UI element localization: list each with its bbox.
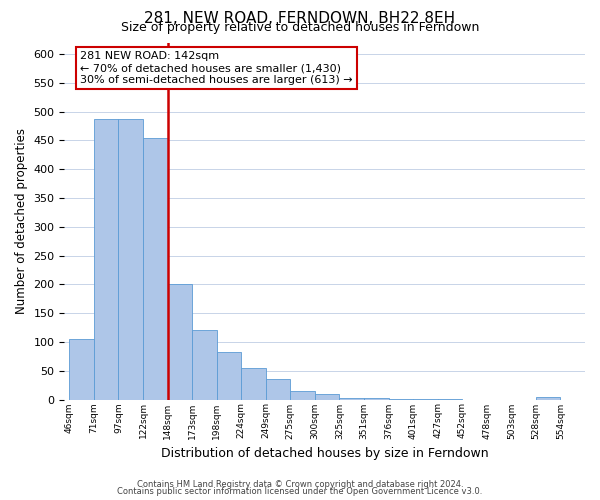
Bar bbox=[315, 394, 340, 400]
Bar bbox=[536, 396, 560, 400]
Bar bbox=[413, 399, 437, 400]
Text: Size of property relative to detached houses in Ferndown: Size of property relative to detached ho… bbox=[121, 22, 479, 35]
Y-axis label: Number of detached properties: Number of detached properties bbox=[15, 128, 28, 314]
Bar bbox=[389, 399, 413, 400]
Text: 281 NEW ROAD: 142sqm
← 70% of detached houses are smaller (1,430)
30% of semi-de: 281 NEW ROAD: 142sqm ← 70% of detached h… bbox=[80, 52, 353, 84]
Bar bbox=[241, 368, 266, 400]
Bar bbox=[290, 391, 315, 400]
Bar bbox=[70, 339, 94, 400]
Bar bbox=[118, 119, 143, 400]
Bar bbox=[217, 352, 241, 400]
Bar bbox=[340, 398, 364, 400]
Text: 281, NEW ROAD, FERNDOWN, BH22 8EH: 281, NEW ROAD, FERNDOWN, BH22 8EH bbox=[145, 11, 455, 26]
Text: Contains HM Land Registry data © Crown copyright and database right 2024.: Contains HM Land Registry data © Crown c… bbox=[137, 480, 463, 489]
Bar bbox=[94, 119, 118, 400]
Text: Contains public sector information licensed under the Open Government Licence v3: Contains public sector information licen… bbox=[118, 487, 482, 496]
Bar bbox=[143, 138, 167, 400]
Bar bbox=[266, 380, 290, 400]
X-axis label: Distribution of detached houses by size in Ferndown: Distribution of detached houses by size … bbox=[161, 447, 488, 460]
Bar bbox=[437, 399, 462, 400]
Bar bbox=[364, 398, 389, 400]
Bar bbox=[192, 330, 217, 400]
Bar bbox=[167, 284, 192, 400]
